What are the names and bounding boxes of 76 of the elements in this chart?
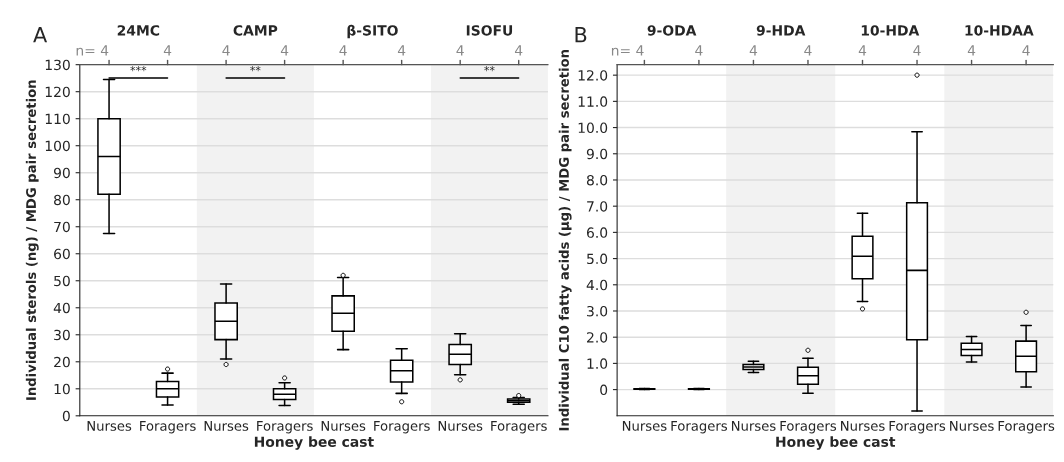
y-tick-label: 12.0 <box>578 70 608 81</box>
y-tick-label: 3.0 <box>587 305 608 317</box>
x-tick-label: Nurses <box>950 421 994 431</box>
y-tick-label: 4.0 <box>586 279 608 291</box>
text: n= 4 <box>611 45 644 56</box>
x-tick-label: Foragers <box>889 421 946 434</box>
text: 4 <box>858 45 867 56</box>
text: 24MC <box>117 25 160 36</box>
text: 4 <box>967 45 976 56</box>
y-tick-label: 0 <box>600 384 608 396</box>
x-tick-label: Nurses <box>731 421 776 431</box>
x-tick-label: Nurses <box>321 421 366 431</box>
y-tick-label: 2.0 <box>587 332 608 343</box>
x-tick-label: Foragers <box>140 421 196 434</box>
y-tick-label: 10.0 <box>578 122 608 134</box>
chart-title: A <box>33 27 48 43</box>
x-tick-label: Foragers <box>374 421 430 434</box>
text: 9-HDA <box>756 25 806 36</box>
text: 4 <box>804 45 812 56</box>
y-tick-label: 90 <box>53 167 70 179</box>
y-tick-label: 0 <box>62 410 70 422</box>
text: 10-HDA <box>861 25 920 36</box>
text: 4 <box>456 45 464 56</box>
y-tick-label: 50 <box>54 275 70 287</box>
y-tick-label: 100 <box>45 140 70 152</box>
text: 10-HDAA <box>965 25 1034 36</box>
y-tick-label: 60 <box>54 248 70 260</box>
y-tick-label: 10 <box>54 383 70 395</box>
y-tick-label: 110 <box>45 113 70 125</box>
x-axis-title: Honey bee cast <box>254 436 374 450</box>
text: CAMP <box>233 25 278 36</box>
x-tick-label: Nurses <box>438 421 483 431</box>
y-axis-title: Individual C10 fatty acids (µg) / MDG pair secretion <box>558 50 572 431</box>
x-tick-label: Foragers <box>257 421 313 434</box>
annotation: ** <box>484 66 495 72</box>
y-tick-label: 9.0 <box>586 148 608 160</box>
text: 4 <box>339 45 347 56</box>
x-tick-label: Nurses <box>204 421 249 431</box>
text: 4 <box>695 45 703 56</box>
y-tick-label: 20 <box>54 356 70 368</box>
y-tick-label: 11.0 <box>578 96 608 107</box>
y-tick-label: 30 <box>54 329 70 341</box>
text: β-SITO <box>347 24 398 39</box>
text: 4 <box>397 45 406 56</box>
y-tick-label: 7.0 <box>587 201 608 212</box>
y-tick-label: 130 <box>45 59 70 71</box>
x-tick-label: Foragers <box>491 421 547 434</box>
text: n= 4 <box>76 45 109 56</box>
text: 4 <box>280 45 289 56</box>
x-tick-label: Foragers <box>671 421 728 434</box>
y-tick-label: 6.0 <box>586 227 608 238</box>
y-tick-label: 120 <box>45 86 70 98</box>
text: 4 <box>913 45 921 56</box>
text: 9-ODA <box>647 25 697 36</box>
text: 4 <box>749 45 758 56</box>
y-axis-title: Individual sterols (ng) / MDG pair secretion <box>25 80 39 400</box>
y-tick-label: 80 <box>54 194 70 206</box>
x-tick-label: Nurses <box>622 421 667 431</box>
text: ISOFU <box>466 25 513 36</box>
y-tick-label: 8.0 <box>586 174 608 186</box>
x-axis-title: Honey bee cast <box>776 436 896 450</box>
text: 4 <box>222 45 230 56</box>
annotation: *** <box>130 66 147 72</box>
y-tick-label: 1.0 <box>587 358 608 369</box>
text: 4 <box>1022 45 1030 56</box>
y-tick-label: 40 <box>53 302 70 314</box>
y-tick-label: 70 <box>54 221 70 233</box>
y-tick-label: 5.0 <box>587 253 608 265</box>
chart-title: B <box>575 27 587 43</box>
text: 4 <box>514 45 523 56</box>
text: 4 <box>163 45 172 56</box>
annotation: ** <box>250 66 261 72</box>
x-tick-label: Nurses <box>841 421 885 431</box>
x-tick-label: Foragers <box>998 421 1055 434</box>
x-tick-label: Nurses <box>87 421 132 431</box>
x-tick-label: Foragers <box>780 421 837 434</box>
